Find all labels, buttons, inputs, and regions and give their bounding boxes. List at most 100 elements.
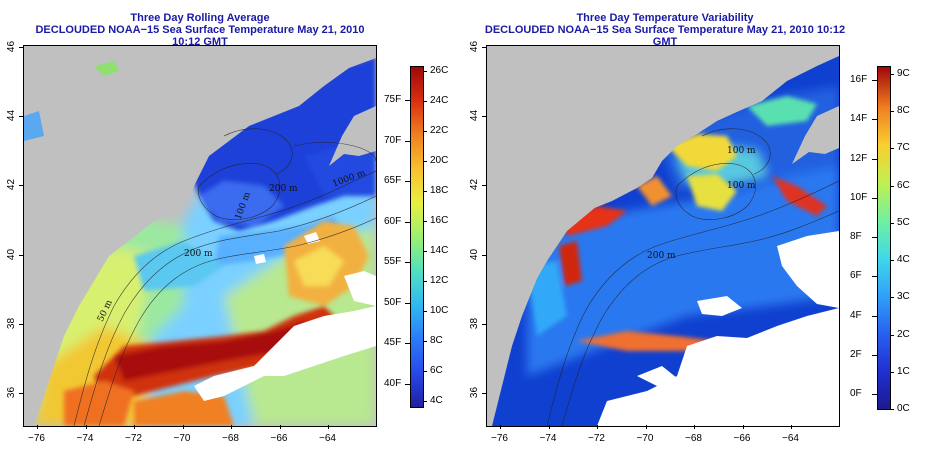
- left_panel-y-tick: [19, 323, 23, 325]
- left-colorbar-c-label: 8C: [430, 335, 443, 346]
- left_panel-x-tick: [134, 425, 135, 429]
- right_panel-x-tick-label: −76: [491, 433, 508, 444]
- right-colorbar-f-label: 0F: [850, 388, 862, 399]
- right-contour-label-200m: 200 m: [647, 251, 676, 261]
- left-colorbar-f-label: 50F: [384, 296, 402, 308]
- right-colorbar-f-label: 12F: [850, 152, 868, 164]
- left_panel-y-tick-label: 42: [6, 179, 18, 191]
- left-colorbar-f-tick: [405, 221, 410, 223]
- right-colorbar-c-label: 9C: [897, 68, 910, 79]
- right-colorbar-f-label: 4F: [850, 309, 862, 321]
- left-colorbar-f-tick: [405, 383, 410, 385]
- left_panel-y-tick-label: 36: [6, 386, 18, 399]
- right-colorbar-f-tick: [872, 315, 877, 317]
- right-colorbar-f-label: 16F: [850, 74, 868, 85]
- left-colorbar: [410, 66, 424, 408]
- right_panel-y-tick: [482, 254, 486, 256]
- left-colorbar-f-label: 55F: [384, 256, 402, 267]
- left_panel-y-tick-label: 46: [6, 40, 18, 53]
- right_panel-y-tick-label: 40: [469, 248, 481, 260]
- right-title-block: Three Day Temperature Variability DECLOU…: [480, 12, 850, 48]
- right_panel-x-tick: [791, 425, 792, 429]
- left-colorbar-c-tick: [423, 71, 427, 72]
- right-colorbar-c-tick: [890, 297, 894, 299]
- left-colorbar-c-tick: [423, 341, 427, 342]
- left_panel-y-tick-label: 40: [6, 248, 18, 260]
- left-colorbar-c-label: 26C: [430, 65, 449, 76]
- left_panel-x-tick-label: −66: [270, 433, 288, 444]
- left-colorbar-c-tick: [423, 161, 427, 162]
- left-title-block: Three Day Rolling Average DECLOUDED NOAA…: [20, 12, 380, 48]
- left-colorbar-f-tick: [405, 181, 410, 182]
- left-colorbar-c-label: 10C: [430, 305, 449, 316]
- right_panel-y-tick-label: 46: [469, 40, 481, 53]
- right_panel-y-tick: [482, 116, 486, 118]
- right_panel-y-tick: [482, 185, 486, 187]
- right-colorbar-f-tick: [872, 276, 877, 278]
- right-colorbar-c-tick: [890, 111, 894, 113]
- left-colorbar-c-label: 24C: [430, 95, 449, 106]
- left-contour-label-200m: 200 m: [184, 249, 213, 259]
- right-colorbar-c-tick: [890, 74, 894, 75]
- right_panel-y-tick-label: 38: [469, 317, 481, 329]
- right_panel-x-tick-label: −64: [782, 433, 799, 444]
- right_panel-x-tick: [694, 425, 695, 429]
- right-contour-label-100m-2: 100 m: [727, 181, 756, 191]
- right-colorbar-c-tick: [890, 185, 894, 187]
- right-colorbar-c-label: 8C: [897, 105, 910, 117]
- left_panel-x-tick-label: −74: [76, 433, 94, 444]
- left-colorbar-c-tick: [423, 311, 427, 312]
- right-colorbar-c-label: 6C: [897, 179, 910, 191]
- right-colorbar-c-tick: [890, 148, 894, 150]
- left_panel-y-tick: [19, 254, 23, 256]
- left_panel-y-tick: [19, 47, 23, 48]
- right-colorbar-c-label: 7C: [897, 142, 910, 154]
- right-contour-label-100m: 100 m: [727, 146, 756, 156]
- right-colorbar-c-tick: [890, 260, 894, 262]
- left-colorbar-c-tick: [423, 401, 427, 402]
- right-colorbar-f-label: 14F: [850, 113, 868, 125]
- right_panel-x-tick-label: −74: [539, 433, 557, 444]
- left_panel-x-tick: [37, 425, 38, 429]
- left-colorbar-f-tick: [405, 262, 410, 263]
- right-colorbar: [877, 66, 891, 410]
- left-colorbar-c-label: 20C: [430, 155, 449, 166]
- right_panel-x-tick-label: −70: [636, 433, 654, 444]
- left_panel-x-tick-label: −64: [319, 433, 336, 444]
- right_panel-x-tick-label: −72: [588, 433, 605, 444]
- left_panel-x-tick: [182, 425, 184, 429]
- right_panel-x-tick: [500, 425, 501, 429]
- right-colorbar-f-tick: [872, 80, 877, 81]
- right-colorbar-c-label: 3C: [897, 291, 910, 303]
- left-colorbar-c-tick: [423, 101, 427, 102]
- left_panel-y-tick-label: 38: [6, 317, 18, 329]
- left-colorbar-c-label: 18C: [430, 185, 449, 196]
- left-sst-map[interactable]: 50 m 200 m 100 m 1000 m 200 m: [23, 45, 377, 427]
- left_panel-x-tick: [231, 425, 232, 429]
- left-colorbar-f-tick: [405, 343, 410, 344]
- left-colorbar-f-tick: [405, 100, 410, 101]
- left-colorbar-c-tick: [423, 251, 427, 252]
- right_panel-y-tick-label: 44: [469, 110, 481, 122]
- right-colorbar-c-label: 1C: [897, 365, 910, 377]
- right_panel-x-tick: [597, 425, 598, 429]
- right-colorbar-f-tick: [872, 197, 877, 199]
- right_panel-y-tick: [482, 323, 486, 325]
- right-colorbar-c-tick: [890, 334, 894, 336]
- left-colorbar-c-label: 22C: [430, 125, 449, 136]
- right_panel-y-tick: [482, 393, 486, 394]
- left-colorbar-c-label: 16C: [430, 215, 449, 226]
- left-colorbar-c-label: 12C: [430, 275, 449, 286]
- left-colorbar-f-label: 75F: [384, 94, 402, 105]
- right-variability-map[interactable]: 100 m 200 m 100 m: [486, 45, 840, 427]
- right-colorbar-c-tick: [890, 371, 894, 373]
- right-colorbar-c-label: 5C: [897, 216, 910, 228]
- right-colorbar-f-tick: [872, 158, 877, 160]
- left_panel-x-tick: [328, 425, 329, 429]
- right-colorbar-f-tick: [872, 237, 877, 238]
- right_panel-x-tick: [645, 425, 647, 429]
- right-colorbar-c-label: 2C: [897, 328, 910, 340]
- left-colorbar-f-label: 65F: [384, 175, 402, 186]
- left_panel-x-tick-label: −70: [173, 433, 191, 444]
- left-colorbar-f-tick: [405, 140, 410, 142]
